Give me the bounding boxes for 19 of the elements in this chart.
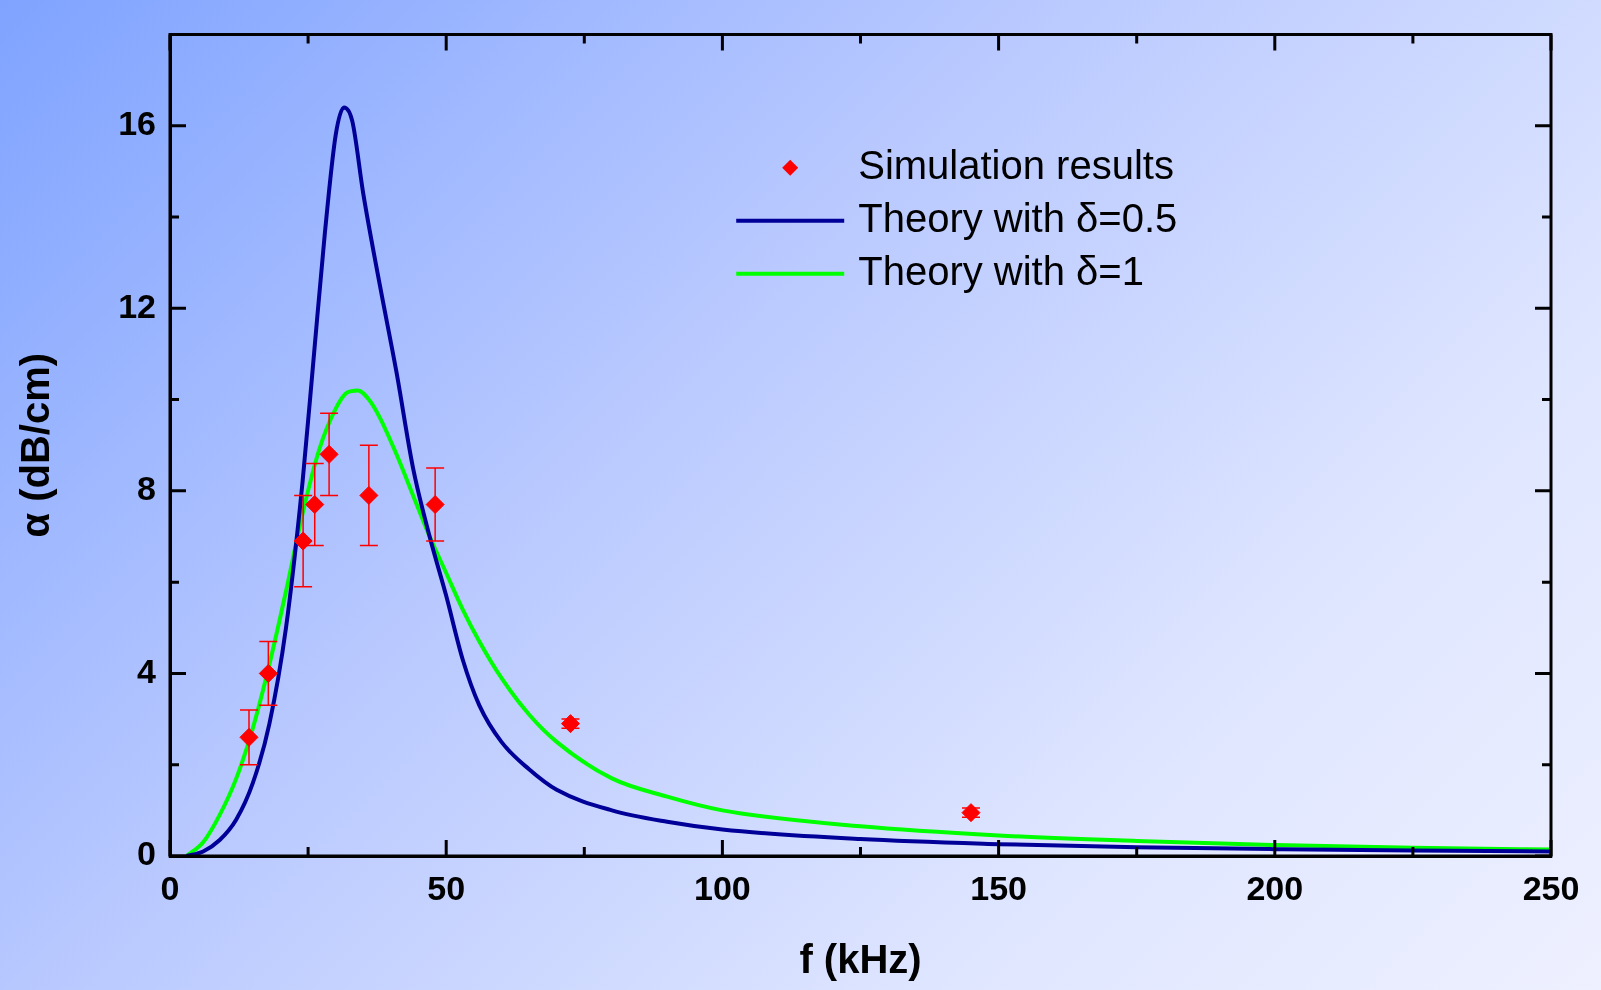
y-tick-label: 8 <box>137 469 156 508</box>
y-axis-title: α (dB/cm) <box>13 352 58 538</box>
y-tick-label: 16 <box>118 104 156 143</box>
line-series <box>184 105 1551 856</box>
point <box>305 495 325 515</box>
point <box>258 663 278 683</box>
legend-label: Theory with δ=1 <box>858 248 1144 293</box>
x-tick-label: 150 <box>970 868 1027 907</box>
y-tick-label: 4 <box>137 651 157 690</box>
line-series <box>184 388 1551 856</box>
legend-label: Simulation results <box>858 142 1174 187</box>
x-tick-label: 50 <box>427 868 466 907</box>
y-tick-label: 0 <box>137 834 156 873</box>
x-axis-title: f (kHz) <box>799 937 922 982</box>
x-tick-label: 200 <box>1246 868 1304 907</box>
y-tick-label: 12 <box>118 286 156 325</box>
legend-label: Theory with δ=0.5 <box>858 195 1178 240</box>
x-tick-label: 100 <box>694 868 751 907</box>
x-tick-label: 250 <box>1522 868 1580 907</box>
